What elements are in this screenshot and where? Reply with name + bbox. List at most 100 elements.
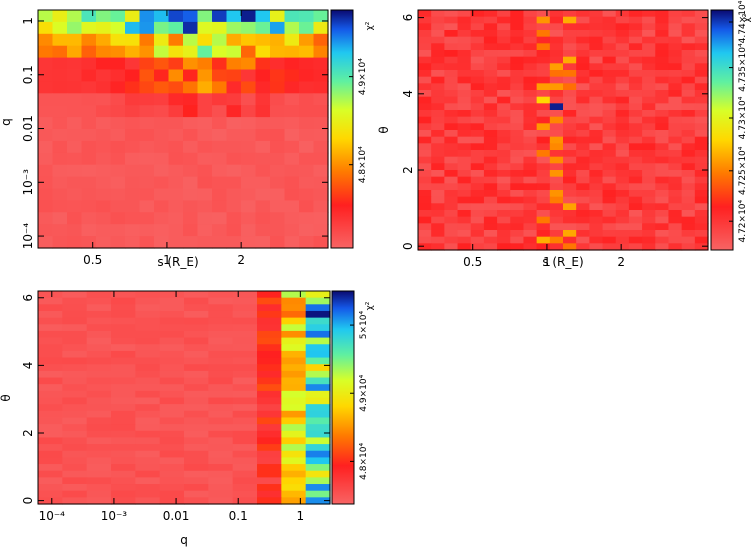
p1-cell bbox=[38, 117, 54, 130]
p2-cell bbox=[615, 163, 630, 171]
p3-cell bbox=[208, 291, 234, 299]
p1-cell bbox=[299, 93, 315, 106]
p1-cell bbox=[67, 69, 83, 82]
p2-cell bbox=[497, 196, 511, 204]
p2-cell bbox=[576, 216, 590, 224]
p1-cell bbox=[270, 45, 286, 59]
p1-cell bbox=[81, 236, 97, 249]
p2-cell bbox=[628, 96, 643, 104]
p2-cell bbox=[668, 143, 683, 151]
p3-cell bbox=[184, 344, 209, 352]
p3-cell bbox=[232, 291, 258, 299]
p2-cell bbox=[457, 223, 472, 231]
p1-cell bbox=[38, 140, 54, 154]
p2-cell bbox=[694, 70, 709, 78]
p2-cell bbox=[563, 56, 577, 64]
p1-cell bbox=[270, 200, 286, 213]
p3-cell bbox=[184, 330, 209, 339]
p3-cell bbox=[232, 304, 258, 312]
p3-cell bbox=[159, 444, 185, 452]
p3-cell bbox=[257, 450, 282, 459]
p2-cell bbox=[523, 190, 538, 198]
p3-cell bbox=[111, 370, 136, 379]
p1-cell bbox=[197, 129, 213, 142]
p1-xtick-label: 2 bbox=[237, 253, 245, 267]
p1-cell bbox=[52, 10, 68, 23]
p2-cell bbox=[418, 130, 432, 138]
p2-cell bbox=[576, 16, 590, 24]
p3-cell bbox=[111, 444, 136, 452]
p2-cell bbox=[628, 116, 643, 124]
p3-cell bbox=[232, 310, 258, 319]
p3-cell bbox=[208, 437, 234, 445]
p3-cell bbox=[135, 490, 161, 498]
p2-cell bbox=[668, 176, 683, 184]
p1-cell bbox=[284, 57, 300, 71]
p2-cell bbox=[602, 43, 617, 51]
p1-cell bbox=[284, 21, 300, 35]
p1-cell bbox=[125, 105, 141, 118]
p3-cell bbox=[62, 450, 88, 459]
p2-cell bbox=[681, 223, 696, 231]
p2-cell bbox=[444, 170, 459, 178]
p2-cell bbox=[681, 116, 696, 124]
p2-cell bbox=[483, 23, 498, 31]
p2-cell bbox=[418, 50, 432, 58]
p2-cell bbox=[457, 43, 472, 51]
p2-cell bbox=[655, 163, 670, 171]
p1-cell bbox=[139, 33, 155, 47]
p3-cell bbox=[257, 370, 282, 379]
p3-cell bbox=[86, 384, 112, 392]
p2-cell bbox=[497, 150, 511, 158]
p1-cell bbox=[81, 176, 97, 190]
p1-cell bbox=[255, 212, 271, 225]
p3-ytick-label: 6 bbox=[21, 294, 35, 302]
p3-cell bbox=[305, 324, 331, 332]
p3-cell bbox=[135, 304, 161, 312]
p1-cell bbox=[241, 33, 257, 47]
p1-cell bbox=[270, 164, 286, 178]
p2-cell bbox=[681, 10, 696, 18]
p2-cell bbox=[681, 56, 696, 64]
p1-cell bbox=[255, 81, 271, 94]
p2-cell bbox=[431, 183, 445, 191]
p2-cell bbox=[681, 96, 696, 104]
p3-cell bbox=[111, 457, 136, 465]
p3-colorbar bbox=[331, 290, 355, 505]
p2-cell bbox=[523, 230, 538, 238]
p3-cell bbox=[208, 384, 234, 392]
p2-cell bbox=[549, 103, 564, 111]
p2-cell bbox=[497, 136, 511, 144]
p2-cell bbox=[523, 90, 538, 98]
p3-cell bbox=[86, 450, 112, 459]
p1-cell bbox=[241, 21, 257, 35]
p2-cell bbox=[457, 70, 472, 78]
p1-cell bbox=[241, 105, 257, 118]
p1-cell bbox=[154, 33, 170, 47]
p3-cell bbox=[38, 384, 63, 392]
p1-cell bbox=[313, 81, 329, 94]
p3-cell bbox=[184, 410, 209, 419]
p1-cell bbox=[110, 93, 126, 106]
p2-cell bbox=[431, 110, 445, 118]
p2-cell bbox=[497, 96, 511, 104]
p2-cell bbox=[602, 150, 617, 158]
p3-cell bbox=[159, 430, 185, 439]
p3-cell bbox=[111, 490, 136, 498]
p3-cell bbox=[281, 330, 307, 339]
p2-cell bbox=[655, 30, 670, 38]
p2-cell bbox=[483, 63, 498, 71]
p2-cell bbox=[628, 110, 643, 118]
p2-cell bbox=[694, 156, 709, 164]
p2-cell bbox=[642, 10, 656, 18]
p2-cell bbox=[431, 83, 445, 91]
p2-cell bbox=[457, 183, 472, 191]
p3-cell bbox=[257, 304, 282, 312]
p2-cell bbox=[628, 63, 643, 71]
p2-cell bbox=[615, 70, 630, 78]
p1-cell bbox=[212, 81, 228, 94]
p1-cell bbox=[52, 117, 68, 130]
p2-cell bbox=[510, 123, 525, 131]
p1-cell bbox=[255, 21, 271, 35]
p3-cell bbox=[208, 364, 234, 372]
